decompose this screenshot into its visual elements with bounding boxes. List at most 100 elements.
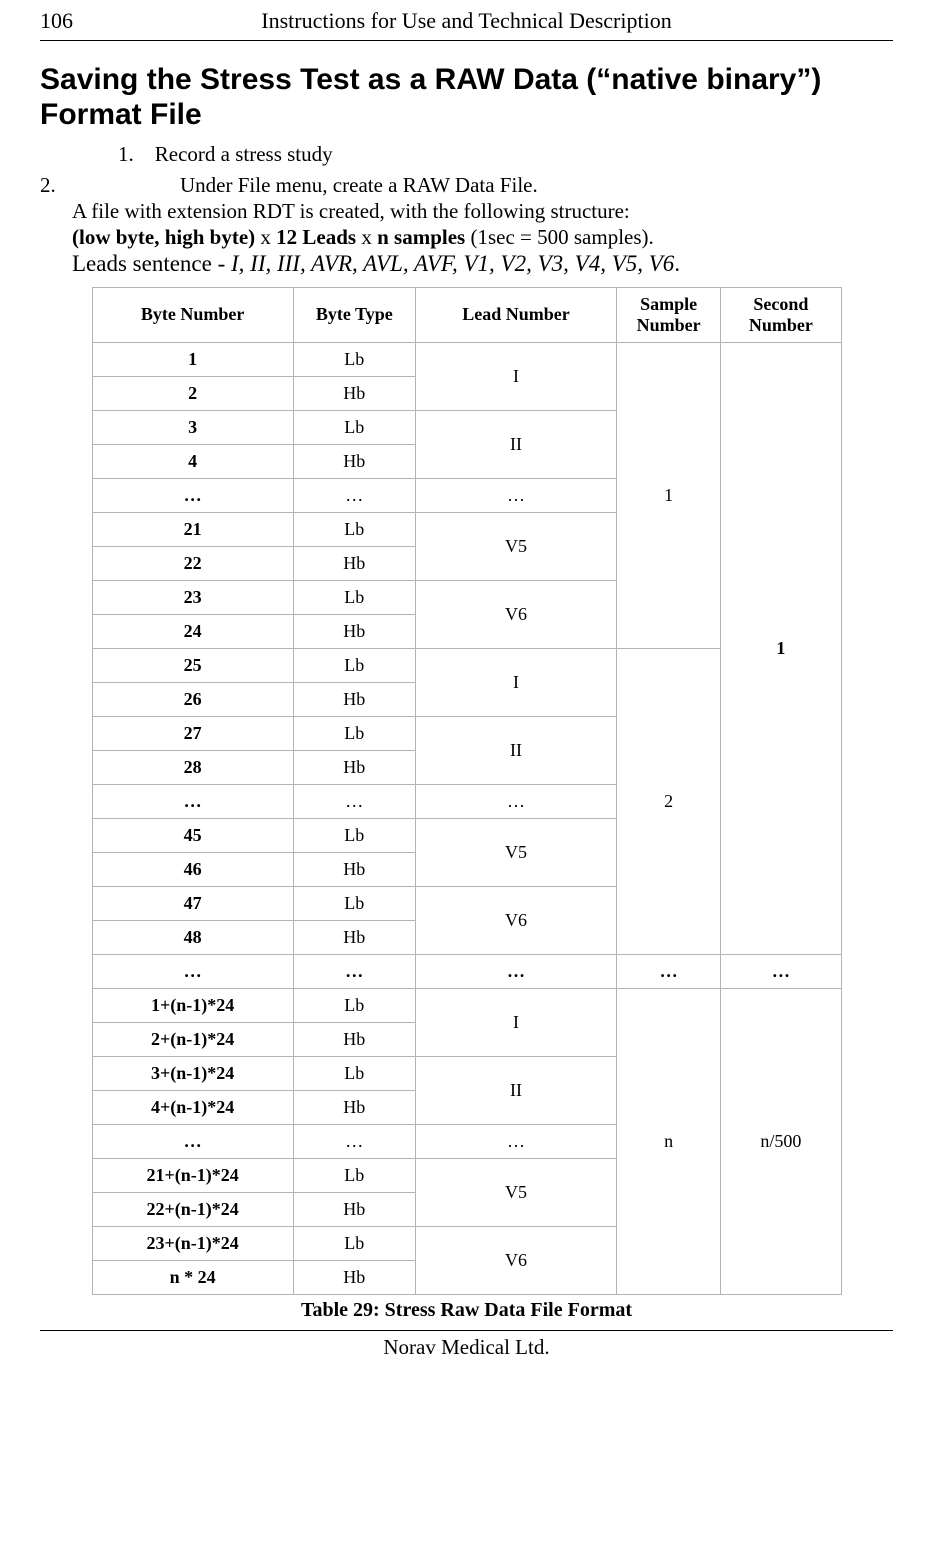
cell-byte-number: 45 bbox=[92, 818, 293, 852]
cell-byte-number: 2 bbox=[92, 376, 293, 410]
cell-byte-number: 4+(n-1)*24 bbox=[92, 1090, 293, 1124]
cell-byte-type: Lb bbox=[293, 648, 415, 682]
cell-byte-type: Lb bbox=[293, 818, 415, 852]
cell-lead: … bbox=[415, 954, 616, 988]
ordered-list: 1. Record a stress study bbox=[68, 142, 893, 167]
cell-byte-type: Hb bbox=[293, 614, 415, 648]
cell-byte-type: Lb bbox=[293, 512, 415, 546]
cell-lead: II bbox=[415, 716, 616, 784]
table-row-dots: … … … … … bbox=[92, 954, 841, 988]
leads-sentence-pre: Leads sentence - bbox=[72, 251, 231, 276]
page-header: 106 Instructions for Use and Technical D… bbox=[40, 0, 893, 38]
table-row: 1+(n-1)*24LbInn/500 bbox=[92, 988, 841, 1022]
cell-sample: n bbox=[617, 988, 721, 1294]
list-item-1-text: Record a stress study bbox=[155, 142, 333, 166]
cell-byte-type: Hb bbox=[293, 750, 415, 784]
cell-lead: II bbox=[415, 1056, 616, 1124]
low-high-byte: (low byte, high byte) bbox=[72, 225, 255, 249]
cell-byte-number: 24 bbox=[92, 614, 293, 648]
cell-byte-number: 1+(n-1)*24 bbox=[92, 988, 293, 1022]
cell-byte-type: Lb bbox=[293, 342, 415, 376]
cell-second: … bbox=[721, 954, 841, 988]
cell-byte-type: Hb bbox=[293, 376, 415, 410]
cell-byte-number: 26 bbox=[92, 682, 293, 716]
twelve-leads: 12 Leads bbox=[276, 225, 356, 249]
th-byte-type: Byte Type bbox=[293, 287, 415, 342]
body-line-2: (low byte, high byte) x 12 Leads x n sam… bbox=[72, 224, 893, 250]
cell-byte-type: Lb bbox=[293, 716, 415, 750]
cell-byte-number: … bbox=[92, 784, 293, 818]
cell-byte-type: Hb bbox=[293, 852, 415, 886]
cell-byte-type: Lb bbox=[293, 410, 415, 444]
cell-byte-type: Hb bbox=[293, 1090, 415, 1124]
body-line-1: A file with extension RDT is created, wi… bbox=[72, 198, 893, 224]
cell-second: n/500 bbox=[721, 988, 841, 1294]
list-item-2: 2. Under File menu, create a RAW Data Fi… bbox=[40, 173, 893, 198]
cell-byte-type: Hb bbox=[293, 546, 415, 580]
header-rule bbox=[40, 40, 893, 41]
cell-byte-number: 23 bbox=[92, 580, 293, 614]
page-number: 106 bbox=[40, 8, 130, 34]
cell-byte-number: 22+(n-1)*24 bbox=[92, 1192, 293, 1226]
cell-lead: I bbox=[415, 988, 616, 1056]
cell-byte-type: Lb bbox=[293, 580, 415, 614]
cell-byte-number: 21+(n-1)*24 bbox=[92, 1158, 293, 1192]
cell-byte-type: Hb bbox=[293, 444, 415, 478]
cell-lead: V5 bbox=[415, 512, 616, 580]
cell-lead: V5 bbox=[415, 1158, 616, 1226]
cell-lead: V5 bbox=[415, 818, 616, 886]
th-second-number: Second Number bbox=[721, 287, 841, 342]
cell-byte-type: Hb bbox=[293, 1192, 415, 1226]
cell-byte-type: … bbox=[293, 1124, 415, 1158]
list-item-2-num: 2. bbox=[40, 173, 180, 198]
cell-byte-number: … bbox=[92, 954, 293, 988]
cell-lead: I bbox=[415, 648, 616, 716]
list-item-1-num: 1. bbox=[118, 142, 134, 166]
cell-byte-number: 23+(n-1)*24 bbox=[92, 1226, 293, 1260]
list-item-1: 1. Record a stress study bbox=[118, 142, 893, 167]
th-byte-number: Byte Number bbox=[92, 287, 293, 342]
leads-sentence-end: . bbox=[674, 251, 680, 276]
cell-byte-number: 27 bbox=[92, 716, 293, 750]
cell-byte-type: Lb bbox=[293, 1226, 415, 1260]
cell-byte-number: 28 bbox=[92, 750, 293, 784]
cell-byte-type: Hb bbox=[293, 1022, 415, 1056]
cell-byte-type: Lb bbox=[293, 1056, 415, 1090]
body-line-3: Leads sentence - I, II, III, AVR, AVL, A… bbox=[72, 251, 893, 277]
cell-lead: … bbox=[415, 1124, 616, 1158]
cell-sample: 2 bbox=[617, 648, 721, 954]
cell-byte-number: 4 bbox=[92, 444, 293, 478]
page: 106 Instructions for Use and Technical D… bbox=[0, 0, 933, 1380]
cell-byte-type: Lb bbox=[293, 1158, 415, 1192]
cell-byte-type: Hb bbox=[293, 682, 415, 716]
cell-byte-number: 47 bbox=[92, 886, 293, 920]
cell-lead: V6 bbox=[415, 886, 616, 954]
cell-sample: … bbox=[617, 954, 721, 988]
cell-byte-number: 22 bbox=[92, 546, 293, 580]
cell-byte-number: n * 24 bbox=[92, 1260, 293, 1294]
cell-byte-number: 21 bbox=[92, 512, 293, 546]
list-item-2-text: Under File menu, create a RAW Data File. bbox=[180, 173, 538, 198]
cell-byte-type: … bbox=[293, 784, 415, 818]
cell-second: 1 bbox=[721, 342, 841, 954]
n-samples: n samples bbox=[377, 225, 465, 249]
cell-lead: I bbox=[415, 342, 616, 410]
cell-byte-number: 2+(n-1)*24 bbox=[92, 1022, 293, 1056]
x2: x bbox=[356, 225, 377, 249]
x1: x bbox=[255, 225, 276, 249]
post: (1sec = 500 samples). bbox=[465, 225, 654, 249]
raw-format-table: Byte Number Byte Type Lead Number Sample… bbox=[92, 287, 842, 1295]
doc-title: Instructions for Use and Technical Descr… bbox=[130, 8, 893, 34]
th-lead-number: Lead Number bbox=[415, 287, 616, 342]
cell-byte-type: … bbox=[293, 478, 415, 512]
cell-byte-number: 3 bbox=[92, 410, 293, 444]
cell-byte-number: … bbox=[92, 478, 293, 512]
cell-byte-number: 1 bbox=[92, 342, 293, 376]
cell-byte-number: 46 bbox=[92, 852, 293, 886]
cell-byte-type: Hb bbox=[293, 1260, 415, 1294]
table-row: 1 Lb I 1 1 bbox=[92, 342, 841, 376]
cell-byte-type: Lb bbox=[293, 988, 415, 1022]
th-sample-number: Sample Number bbox=[617, 287, 721, 342]
table-header-row: Byte Number Byte Type Lead Number Sample… bbox=[92, 287, 841, 342]
leads-sentence-list: I, II, III, AVR, AVL, AVF, V1, V2, V3, V… bbox=[231, 251, 674, 276]
